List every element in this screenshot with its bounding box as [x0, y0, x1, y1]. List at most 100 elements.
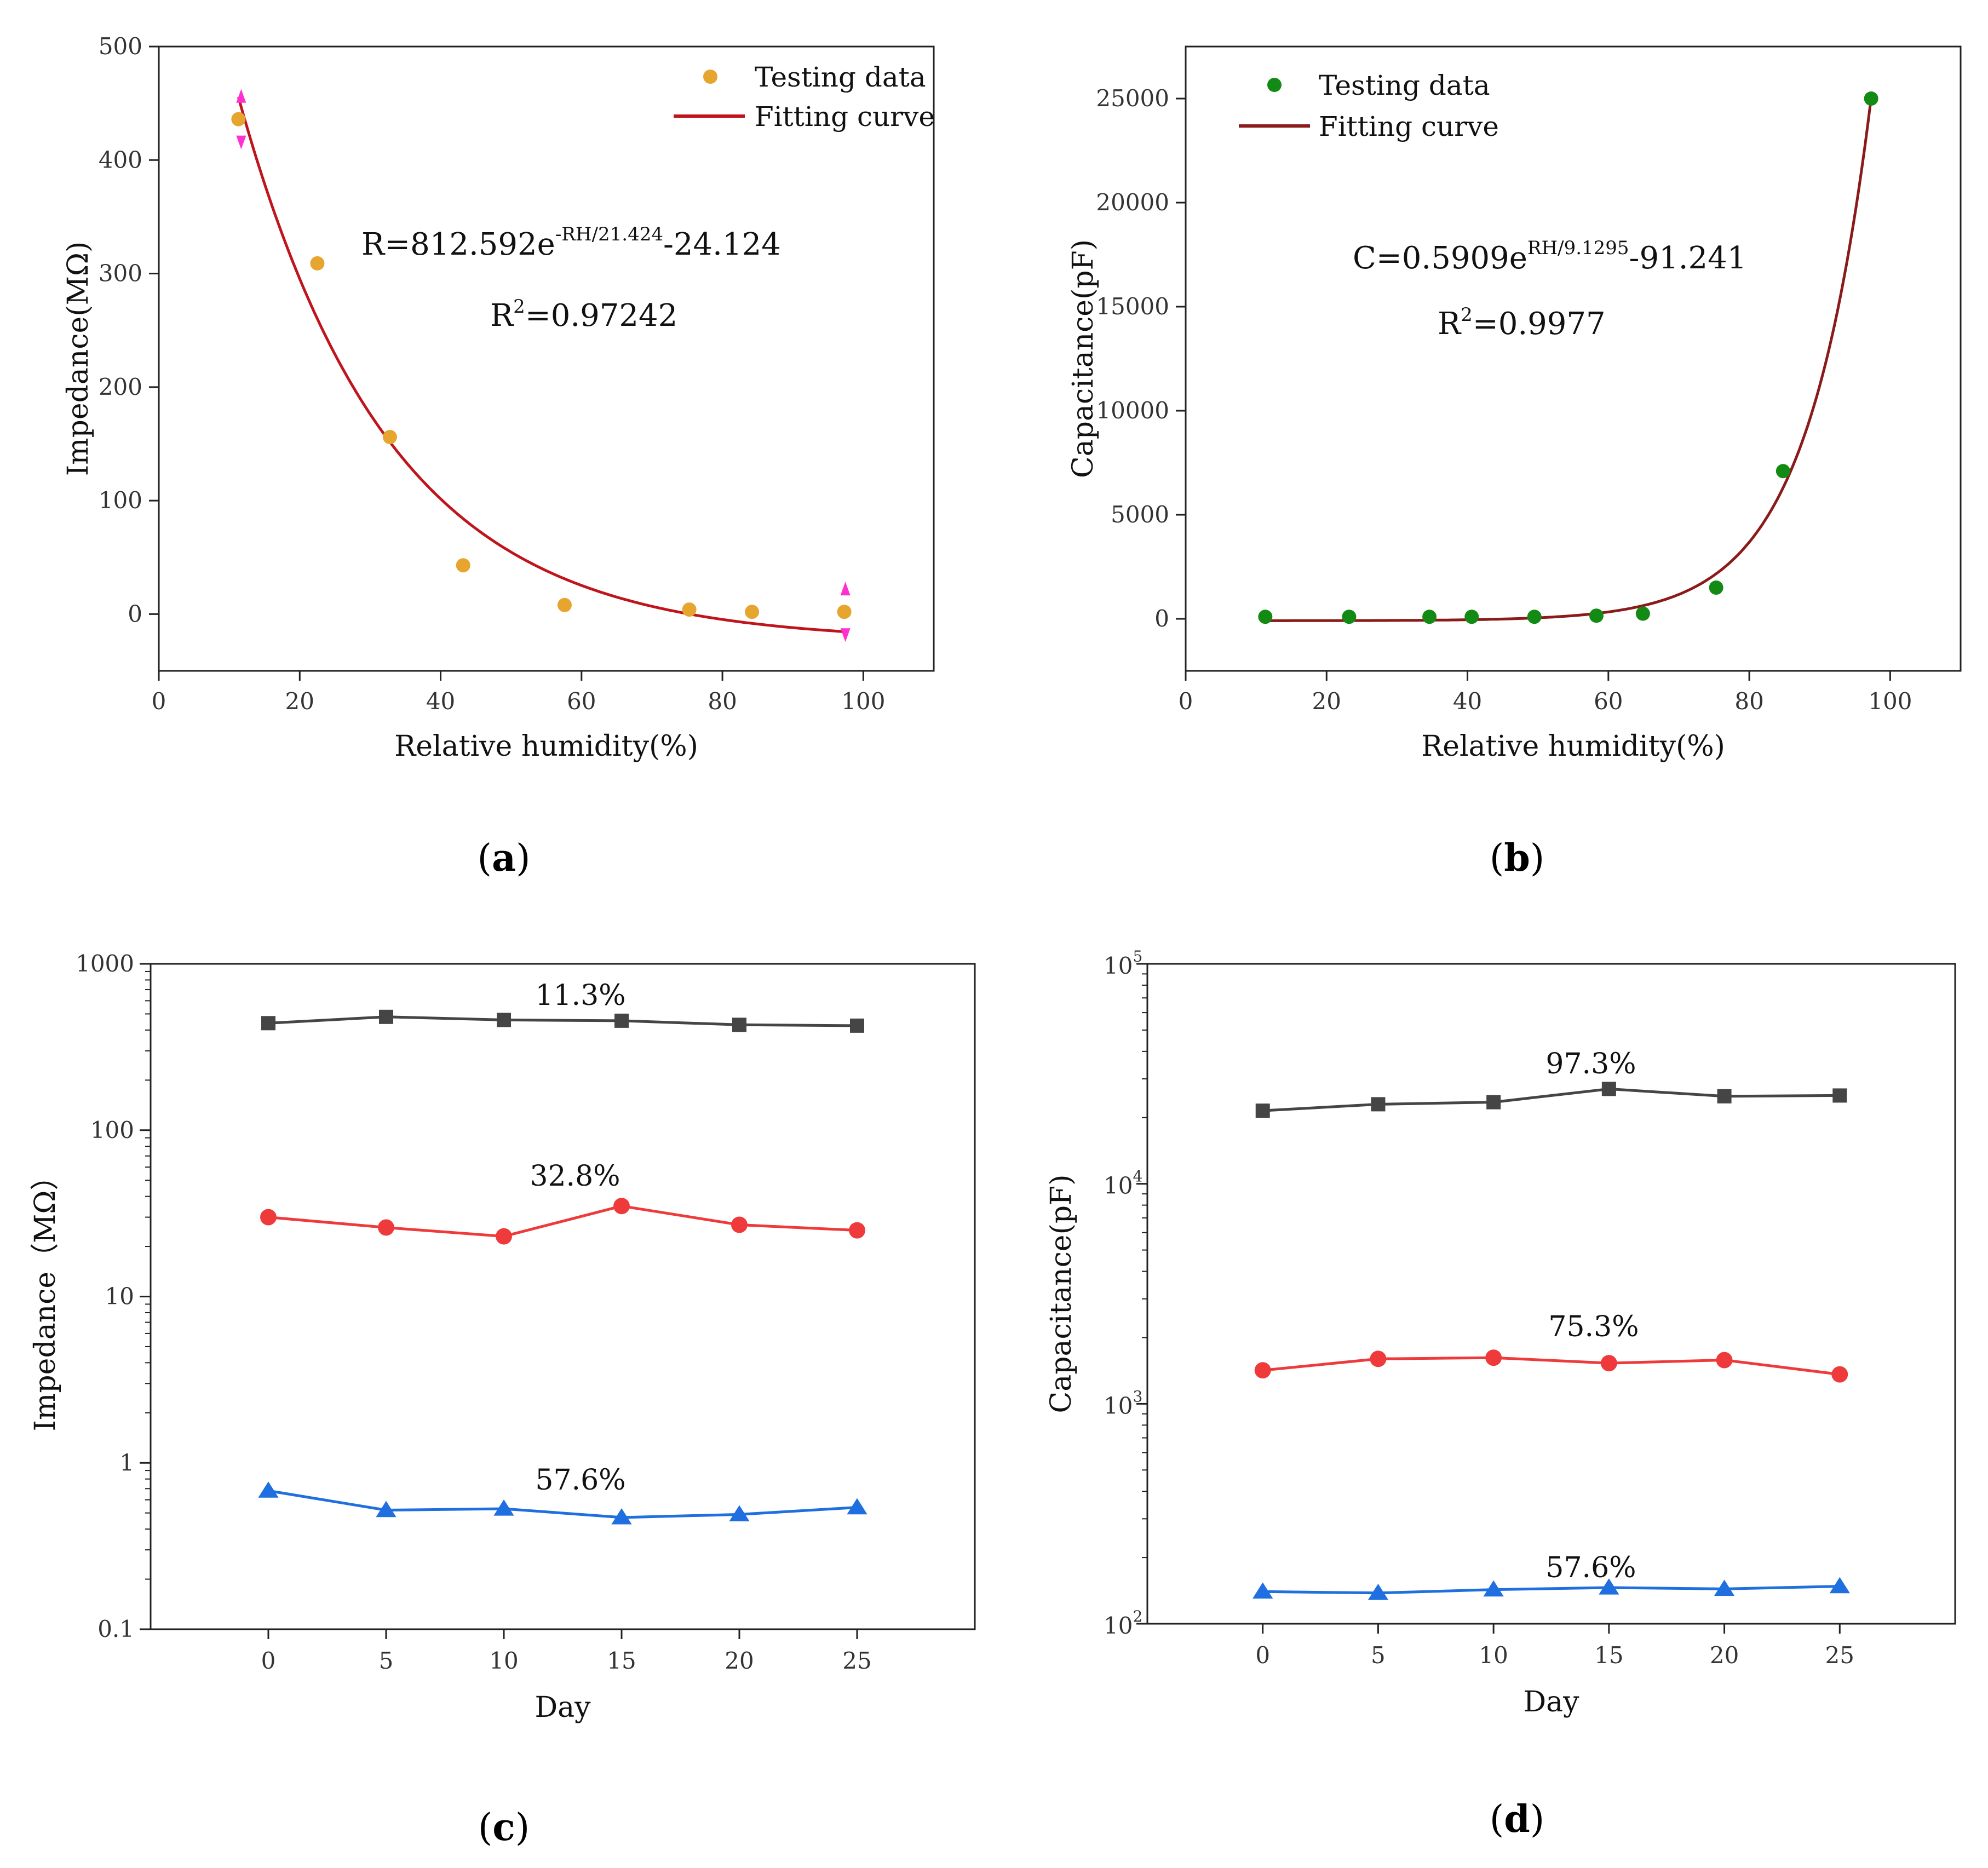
data-point: [613, 1198, 630, 1215]
x-tick-label: 15: [1594, 1642, 1623, 1669]
data-point: [1635, 606, 1650, 621]
y-tick-label: 100: [90, 1117, 134, 1143]
data-point: [1831, 1366, 1848, 1383]
x-tick-label: 15: [607, 1647, 636, 1674]
arrow-up-icon: [840, 582, 851, 596]
y-tick-label: 200: [99, 373, 142, 400]
data-point: [1370, 1350, 1387, 1367]
arrow-down-icon: [236, 135, 246, 150]
data-point: [745, 605, 760, 619]
data-point: [1371, 1097, 1386, 1112]
y-tick-label: 0: [128, 600, 142, 627]
data-point: [731, 1216, 748, 1233]
legend-entry: Testing data: [1319, 70, 1490, 101]
data-point: [1832, 1088, 1847, 1103]
data-point: [1601, 1082, 1616, 1096]
plot-frame: [150, 963, 976, 1630]
series-label: 11.3%: [535, 979, 625, 1012]
data-point: [1527, 610, 1542, 624]
x-tick-label: 20: [725, 1647, 754, 1674]
data-point: [382, 430, 397, 445]
data-point: [682, 602, 697, 617]
y-tick-label: 0: [1154, 605, 1169, 632]
data-point: [850, 1018, 864, 1033]
r-squared: R2=0.9977: [1438, 304, 1606, 342]
chart-panel-a: 0 20 40 60 80 100 0 100 200 300 400 500 Relative hum…: [62, 33, 935, 880]
data-point: [1483, 1580, 1504, 1597]
series-line: [1262, 1087, 1840, 1112]
x-tick-label: 10: [1479, 1642, 1508, 1669]
x-tick-label: 0: [1255, 1642, 1270, 1669]
x-tick-label: 20: [285, 688, 314, 715]
plot-frame: [1146, 963, 1956, 1625]
data-point: [1255, 1103, 1270, 1118]
data-point: [378, 1219, 394, 1236]
x-tick-label: 10: [489, 1647, 518, 1674]
panel-label: (d): [1490, 1797, 1545, 1841]
data-point: [1252, 1582, 1273, 1599]
data-point: [614, 1013, 629, 1028]
x-tick-label: 20: [1710, 1642, 1739, 1669]
data-point: [1600, 1355, 1617, 1372]
data-point: [1829, 1577, 1850, 1594]
data-point: [1709, 580, 1723, 595]
x-tick-label: 0: [152, 688, 166, 715]
r-squared: R2=0.97242: [490, 296, 677, 334]
x-tick-label: 5: [1371, 1642, 1386, 1669]
data-point: [1589, 608, 1604, 623]
panel-label: (a): [477, 836, 530, 880]
y-tick-label: 100: [99, 487, 142, 514]
x-tick-label: 80: [1734, 688, 1763, 715]
panel-label: (b): [1490, 836, 1545, 880]
legend-marker: [703, 70, 717, 84]
data-point: [496, 1228, 512, 1245]
chart-panel-c: 0 5 10 15 20 25 0.1 1 10 100 1000 Day Impedance（MΩ） 1…: [29, 950, 976, 1849]
fitting-curve: [237, 96, 844, 633]
y-axis-label: Impedance（MΩ）: [29, 1162, 62, 1432]
x-tick-label: 0: [1179, 688, 1193, 715]
data-point: [1342, 610, 1357, 624]
data-point: [231, 112, 246, 127]
series-line: [268, 1489, 858, 1519]
series-label: 57.6%: [1545, 1551, 1636, 1584]
data-point: [729, 1505, 750, 1522]
x-tick-label: 25: [842, 1647, 871, 1674]
y-tick-label: 0.1: [97, 1616, 134, 1642]
data-point: [1464, 610, 1479, 624]
legend-entry: Fitting curve: [1319, 111, 1499, 142]
data-point: [1776, 464, 1790, 479]
data-point: [456, 558, 470, 573]
y-tick-label: 10: [105, 1283, 134, 1310]
legend-marker: [1267, 78, 1282, 92]
data-point: [497, 1013, 511, 1027]
data-point: [1258, 610, 1273, 624]
fitting-curve: [1265, 97, 1873, 622]
x-tick-label: 40: [426, 688, 455, 715]
y-tick-label: 400: [99, 146, 142, 173]
y-tick-label: 103: [1104, 1387, 1142, 1419]
data-point: [611, 1508, 632, 1525]
data-point: [260, 1209, 277, 1226]
x-tick-label: 20: [1312, 688, 1341, 715]
x-tick-label: 40: [1453, 688, 1482, 715]
x-tick-label: 60: [567, 688, 596, 715]
y-tick-label: 15000: [1096, 293, 1169, 320]
data-point: [1714, 1579, 1735, 1596]
chart-panel-b: 0 20 40 60 80 100 0 5000 10000 15000 20000 25000 Rel…: [1067, 45, 1962, 880]
series-label: 97.3%: [1545, 1048, 1636, 1080]
data-point: [1716, 1352, 1733, 1369]
data-point: [557, 597, 572, 612]
data-point: [310, 256, 325, 271]
arrow-down-icon: [840, 628, 851, 642]
y-tick-label: 10000: [1096, 397, 1169, 424]
legend-entry: Fitting curve: [755, 101, 935, 133]
data-point: [258, 1481, 279, 1498]
chart-panel-d: 0 5 10 15 20 25 102 103 104 105 Day Capacitance(pF)…: [1045, 947, 1956, 1841]
x-tick-label: 100: [1868, 688, 1912, 715]
y-tick-label: 102: [1104, 1607, 1142, 1639]
y-tick-label: 20000: [1096, 189, 1169, 216]
y-tick-label: 25000: [1096, 85, 1169, 112]
data-point: [1485, 1349, 1502, 1366]
data-point: [732, 1018, 746, 1032]
